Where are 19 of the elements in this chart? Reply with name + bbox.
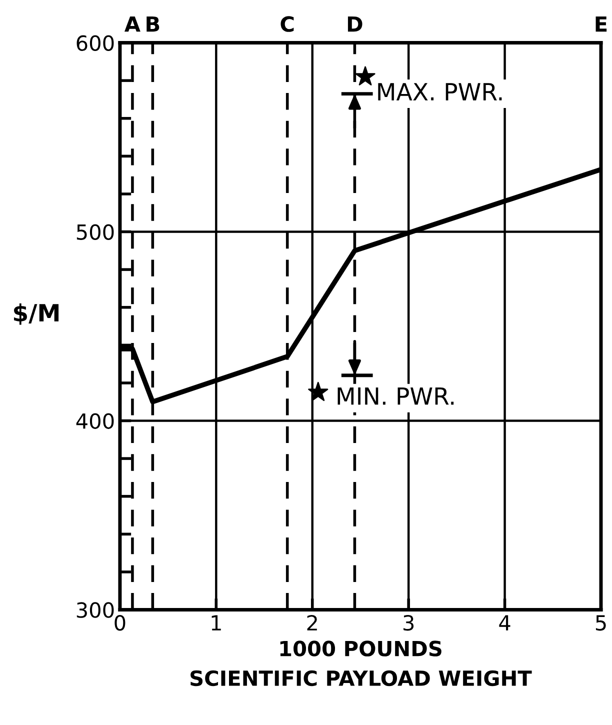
ref-line-label: E bbox=[596, 16, 607, 32]
y-tick-label: 600 bbox=[76, 35, 114, 51]
x-tick-label: 1 bbox=[212, 615, 221, 630]
ref-line-label: C bbox=[280, 16, 294, 32]
x-tick-label: 5 bbox=[596, 615, 606, 631]
annotation: MIN. PWR. bbox=[338, 387, 454, 405]
x-tick-label: 3 bbox=[404, 614, 414, 631]
annotation: MAX. PWR. bbox=[378, 83, 502, 100]
x-axis-title: 1000 POUNDS SCIENTIFIC PAYLOAD WEIGHT bbox=[190, 640, 532, 686]
y-tick-label: 300 bbox=[76, 602, 114, 618]
y-tick-label: 500 bbox=[76, 224, 114, 240]
ref-line-label: D bbox=[348, 16, 362, 32]
x-tick-label: 0 bbox=[114, 614, 126, 631]
ref-line-label: B bbox=[146, 16, 160, 32]
y-axis-title: $/M bbox=[14, 303, 59, 325]
y-tick-label: 400 bbox=[76, 413, 114, 429]
ref-line-label: A bbox=[124, 16, 140, 32]
x-tick-label: 4 bbox=[499, 615, 510, 630]
x-tick-label: 2 bbox=[307, 614, 317, 630]
